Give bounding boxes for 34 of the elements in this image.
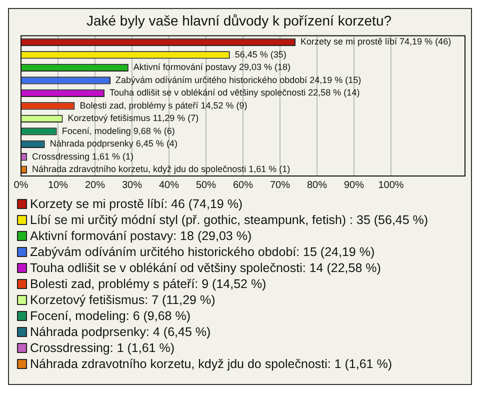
x-tick-label: 50% [196,180,216,191]
data-label: Zabývám odíváním určitého historického období 24,19 % (15) [116,74,362,85]
data-label: Aktivní formování postavy 29,03 % (18) [133,62,290,72]
data-label: Bolesti zad, problémy s páteří 14,52 % (9) [80,100,248,110]
legend-label: Bolesti zad, problémy s páteří: 9 (14,52 %) [30,276,266,292]
data-label: Crossdressing 1,61 % (1) [32,151,134,162]
x-tick-label: 0% [14,180,28,191]
legend-label: Korzetový fetišismus: 7 (11,29 %) [30,292,216,308]
data-label: Korzetový fetišismus 11,29 % (7) [68,113,199,124]
chart-title: Jaké byly vaše hlavní důvody k pořízení korzetu? [86,12,392,28]
data-label: Touha odlišit se v oblékání od většiny společnosti 22,58 % (14) [110,88,360,98]
legend-label: Aktivní formování postavy: 18 (29,03 %) [30,228,252,244]
x-tick-label: 70% [270,180,290,191]
data-label: Náhrada podprsenky 6,45 % (4) [50,138,178,149]
data-label: 56,45 % (35) [234,49,286,60]
x-tick-label: 10% [48,180,68,191]
legend-label: Líbí se mi určitý módní styl (př. gothic, steampunk, fetish) : 35 (56,45 %) [30,212,428,228]
data-label: Focení, modeling 9,68 % (6) [62,126,175,136]
x-tick-label: 60% [232,180,254,191]
x-tick-label: 20% [84,180,106,191]
x-tick-label: 80% [306,180,328,191]
legend-label: Zabývám odíváním určitého historického období: 15 (24,19 %) [30,244,375,260]
legend-label: Korzety se mi prostě líbí: 46 (74,19 %) [30,196,243,212]
legend-label: Náhrada zdravotního korzetu, když jdu do společnosti: 1 (1,61 %) [30,356,392,372]
legend-label: Náhrada podprsenky: 4 (6,45 %) [30,324,211,340]
legend-label: Crossdressing: 1 (1,61 %) [30,340,175,356]
legend-label: Focení, modeling: 6 (9,68 %) [30,308,190,324]
data-label: Korzety se mi prostě líbí 74,19 % (46) [300,36,452,47]
x-tick-label: 40% [158,180,180,191]
x-tick-label: 90% [344,180,364,191]
legend-label: Touha odlišit se v oblékání od většiny společnosti: 14 (22,58 %) [30,260,381,276]
x-tick-label: 30% [122,180,142,191]
x-tick-label: 100% [378,180,404,191]
data-label: Náhrada zdravotního korzetu, když jdu do společnosti 1,61 % (1) [32,164,290,174]
